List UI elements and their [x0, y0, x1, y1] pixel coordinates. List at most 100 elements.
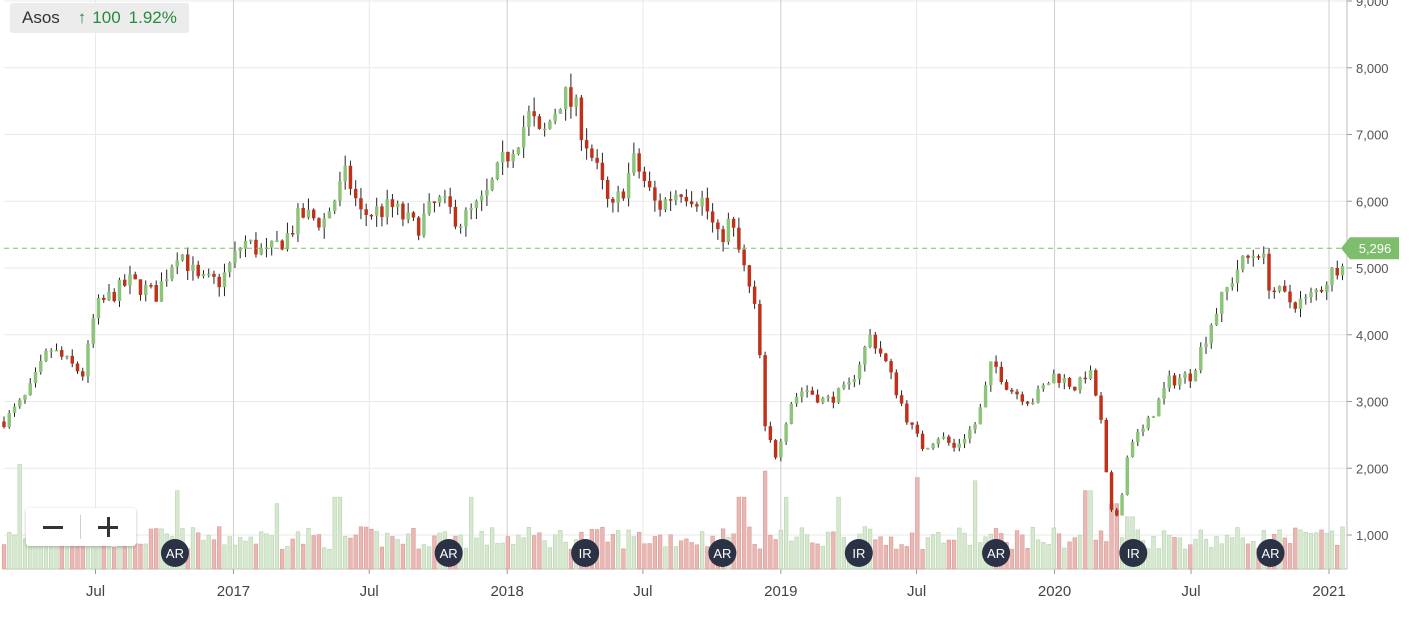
candle	[495, 161, 500, 181]
candle	[983, 381, 988, 408]
plus-icon	[98, 517, 118, 537]
candle	[101, 294, 106, 303]
volume-bar	[1167, 534, 1172, 570]
volume-bar	[343, 536, 348, 570]
candle	[164, 269, 169, 287]
volume-bar	[1014, 530, 1020, 570]
volume-bar	[516, 534, 521, 570]
volume-bar	[883, 544, 888, 570]
volume-bar	[521, 537, 526, 570]
volume-bar	[946, 539, 951, 570]
volume-bar	[1083, 490, 1088, 570]
volume-bar	[400, 543, 406, 570]
candle	[868, 328, 872, 349]
x-tick-label: Jul	[907, 583, 926, 600]
event-badge[interactable]: AR	[1256, 539, 1285, 567]
zoom-divider	[80, 515, 81, 539]
volume-bar	[138, 543, 143, 570]
volume-bar	[741, 496, 747, 570]
volume-bar	[327, 548, 332, 570]
event-badge-label: AR	[166, 546, 184, 561]
volume-bar	[789, 540, 794, 570]
candle	[805, 385, 809, 398]
candle	[1172, 372, 1177, 389]
candle	[537, 113, 542, 130]
candle	[1146, 415, 1151, 431]
candle	[422, 203, 426, 238]
event-badge[interactable]: IR	[844, 539, 873, 567]
candle	[663, 197, 668, 213]
volume-bar	[190, 527, 196, 570]
event-badge-label: IR	[1127, 546, 1140, 561]
volume-bar	[610, 534, 616, 570]
event-badge[interactable]: AR	[708, 539, 737, 567]
zoom-in-button[interactable]	[81, 508, 135, 546]
volume-bar	[201, 539, 206, 570]
candle	[1020, 391, 1025, 406]
volume-bar	[1051, 527, 1056, 570]
candle	[532, 97, 536, 127]
candle	[1025, 400, 1030, 407]
volume-bar	[636, 531, 642, 570]
candle	[1220, 291, 1224, 323]
candle	[637, 148, 641, 179]
event-badge[interactable]: AR	[982, 539, 1011, 567]
y-tick-label: 3,000	[1356, 395, 1389, 410]
volume-bar	[1062, 547, 1067, 570]
candle	[926, 447, 930, 450]
volume-bar	[17, 464, 22, 570]
volume-bar	[810, 542, 815, 570]
candle	[632, 142, 636, 176]
candle	[348, 160, 353, 196]
candle	[668, 191, 673, 211]
volume-bar	[1172, 537, 1177, 570]
candle	[558, 108, 563, 114]
ticker-summary: Asos ↑ 100 1.92%	[10, 3, 189, 33]
volume-bar	[1293, 527, 1298, 570]
candle	[852, 374, 857, 388]
candle	[23, 394, 27, 404]
candle	[91, 313, 95, 348]
volume-bar	[96, 543, 101, 570]
volume-bar	[757, 548, 762, 570]
volume-bar	[794, 536, 799, 570]
volume-bar	[1193, 538, 1198, 570]
volume-bar	[421, 544, 427, 570]
volume-bar	[894, 548, 899, 570]
volume-bar	[1314, 532, 1319, 570]
volume-bar	[243, 540, 248, 570]
event-badge[interactable]: IR	[571, 539, 600, 567]
event-badge[interactable]: AR	[434, 539, 463, 567]
candle	[485, 178, 489, 206]
volume-bar	[227, 536, 232, 570]
volume-bar	[631, 536, 637, 570]
volume-bar	[337, 496, 343, 570]
zoom-out-button[interactable]	[26, 508, 80, 546]
candle	[1230, 277, 1235, 291]
candle	[1214, 308, 1219, 326]
volume-bar	[915, 477, 920, 570]
candle	[511, 149, 515, 168]
candle	[1204, 336, 1208, 354]
event-badge[interactable]: IR	[1119, 539, 1148, 567]
candle	[1178, 373, 1182, 390]
event-badge[interactable]: AR	[160, 539, 189, 567]
candle	[1235, 260, 1240, 292]
candle	[1193, 368, 1198, 382]
volume-bar	[54, 542, 59, 570]
candle	[1073, 386, 1077, 392]
candle	[65, 355, 69, 360]
candle	[7, 409, 11, 429]
volume-bar	[694, 544, 700, 570]
candle	[170, 264, 174, 282]
candle	[784, 422, 788, 445]
candle	[1335, 260, 1339, 280]
volume-bar	[699, 531, 705, 570]
volume-bar	[878, 536, 883, 570]
candle	[1130, 439, 1135, 458]
y-tick-label: 7,000	[1356, 128, 1389, 143]
candle	[159, 272, 164, 302]
volume-bar	[411, 528, 416, 570]
volume-bar	[1230, 537, 1235, 570]
